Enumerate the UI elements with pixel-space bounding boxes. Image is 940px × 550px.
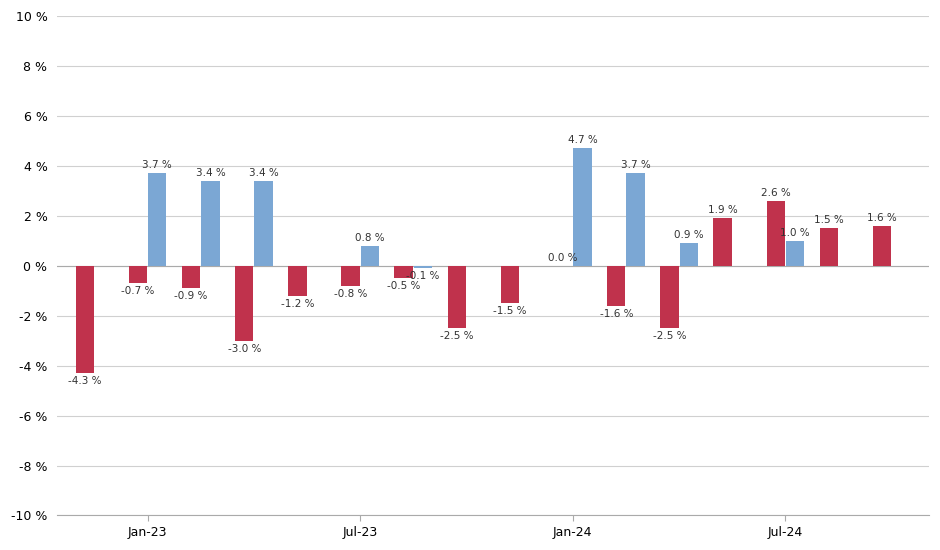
Text: -0.5 %: -0.5 % [387,281,420,292]
Bar [395,266,413,278]
Text: 2.6 %: 2.6 % [760,188,791,198]
Bar [341,266,360,286]
Text: 3.7 %: 3.7 % [620,161,650,170]
Bar [181,266,200,288]
Text: -0.8 %: -0.8 % [334,289,368,299]
Text: 4.7 %: 4.7 % [568,135,597,145]
Bar [626,173,645,266]
Bar [786,241,805,266]
Text: -2.5 %: -2.5 % [652,331,686,341]
Text: -3.0 %: -3.0 % [227,344,261,354]
Text: 0.0 %: 0.0 % [548,253,578,263]
Text: -0.7 %: -0.7 % [121,286,154,296]
Text: -2.5 %: -2.5 % [440,331,474,341]
Bar [607,266,625,306]
Bar [873,226,891,266]
Bar [447,266,466,328]
Bar [148,173,166,266]
Text: 1.6 %: 1.6 % [867,213,897,223]
Text: 1.0 %: 1.0 % [780,228,810,238]
Bar [129,266,147,283]
Bar [573,148,591,266]
Text: 3.7 %: 3.7 % [142,161,172,170]
Text: -1.2 %: -1.2 % [281,299,314,309]
Bar [414,266,432,268]
Bar [820,228,838,266]
Text: 1.5 %: 1.5 % [814,216,844,225]
Text: -4.3 %: -4.3 % [68,376,102,386]
Text: 0.9 %: 0.9 % [674,230,703,240]
Bar [713,218,731,266]
Text: -1.6 %: -1.6 % [600,309,633,319]
Bar [501,266,519,303]
Text: -1.5 %: -1.5 % [494,306,526,316]
Bar [680,243,697,266]
Text: -0.9 %: -0.9 % [174,292,208,301]
Text: 3.4 %: 3.4 % [249,168,278,178]
Bar [201,181,220,266]
Bar [660,266,679,328]
Text: 0.8 %: 0.8 % [355,233,384,243]
Bar [361,246,379,266]
Bar [235,266,254,340]
Bar [289,266,306,296]
Text: 1.9 %: 1.9 % [708,205,738,216]
Text: -0.1 %: -0.1 % [406,271,440,281]
Bar [75,266,94,373]
Text: 3.4 %: 3.4 % [196,168,226,178]
Bar [766,201,785,266]
Bar [255,181,273,266]
